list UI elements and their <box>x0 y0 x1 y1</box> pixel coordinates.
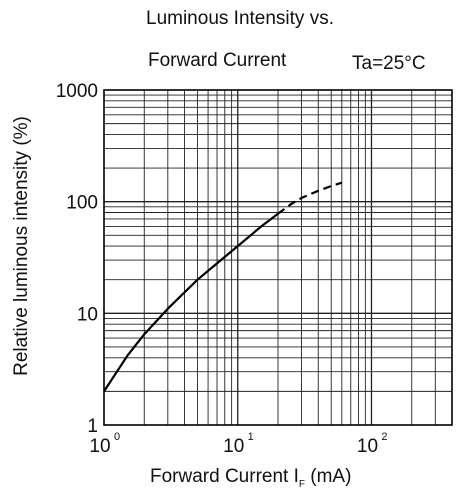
x-axis-label: Forward Current IF (mA) <box>150 466 351 490</box>
x-axis-label-unit: (mA) <box>304 466 352 487</box>
temperature-condition: Ta=25°C <box>352 53 426 74</box>
y-tick-label: 1000 <box>56 81 98 102</box>
x-tick-exponent: 2 <box>381 431 387 443</box>
y-tick-label: 100 <box>66 193 98 214</box>
series-line-dashed <box>277 181 343 215</box>
plot-frame <box>103 89 453 426</box>
x-axis-label-subscript: F <box>298 479 305 490</box>
x-tick-label: 10 <box>223 436 244 457</box>
x-tick-label: 10 <box>357 436 378 457</box>
chart-title-line-1: Luminous Intensity vs. <box>146 8 334 29</box>
series-line-solid <box>103 212 279 393</box>
x-tick-label: 10 <box>89 436 110 457</box>
chart-title-line-2: Forward Current <box>148 50 287 71</box>
y-tick-label: 1 <box>87 416 98 437</box>
x-tick-exponent: 1 <box>248 431 254 443</box>
x-tick-exponent: 0 <box>114 431 120 443</box>
y-tick-label: 10 <box>77 304 98 325</box>
x-axis-label-text: Forward Current I <box>150 466 299 487</box>
